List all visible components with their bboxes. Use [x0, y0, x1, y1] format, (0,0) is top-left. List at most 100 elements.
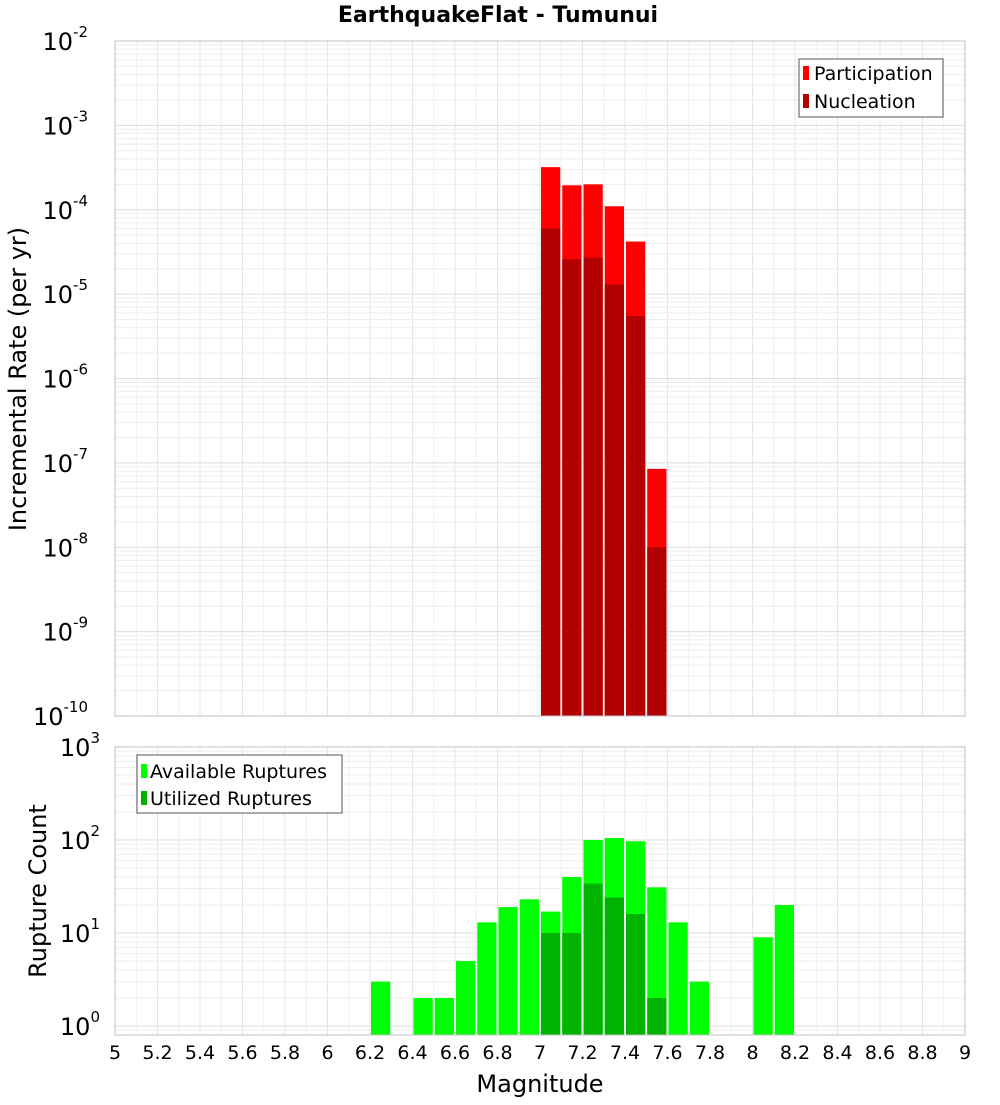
svg-text:102: 102 [60, 822, 100, 855]
bottom-y-axis-label: Rupture Count [24, 804, 52, 978]
bottom-plot-border [114, 746, 966, 1036]
bottom-utilized-ruptures-bar [626, 914, 646, 1035]
bottom-y-tick-label: 100 [60, 1008, 100, 1041]
top-y-tick-base: 10 [42, 28, 73, 56]
top-y-tick-base: 10 [42, 619, 73, 647]
x-tick-label: 6.2 [355, 1042, 385, 1064]
bottom-y-tick-exponent: 0 [90, 1008, 100, 1026]
top-y-tick-exponent: -9 [73, 614, 88, 632]
x-tick-label: 7.2 [567, 1042, 597, 1064]
top-y-tick-label: 10-3 [42, 107, 88, 140]
bottom-utilized-ruptures-bar [562, 932, 582, 1035]
top-legend: Participation Nucleation [798, 58, 944, 118]
x-tick-label: 7.8 [695, 1042, 725, 1064]
bottom-y-tick-label: 101 [60, 915, 100, 948]
svg-text:10-10: 10-10 [33, 698, 88, 731]
x-tick-label: 6.8 [482, 1042, 512, 1064]
top-y-tick-exponent: -4 [73, 192, 88, 210]
top-y-tick-label: 10-7 [42, 445, 88, 478]
x-tick-label: 6.4 [397, 1042, 427, 1064]
bottom-utilized-ruptures-bar [604, 897, 624, 1035]
bottom-available-ruptures-bar [477, 922, 497, 1035]
top-y-tick-label: 10-9 [42, 614, 88, 647]
svg-text:100: 100 [60, 1008, 100, 1041]
bottom-y-tick-label: 103 [60, 729, 100, 762]
svg-text:101: 101 [60, 915, 100, 948]
bottom-available-ruptures-bar [668, 922, 688, 1035]
x-tick-label: 5.6 [227, 1042, 257, 1064]
top-y-tick-base: 10 [42, 281, 73, 309]
bottom-y-tick-base: 10 [60, 920, 91, 948]
top-y-tick-base: 10 [33, 703, 64, 731]
x-tick-label: 5.8 [270, 1042, 300, 1064]
top-y-tick-exponent: -3 [73, 107, 88, 125]
x-tick-label: 7.4 [610, 1042, 640, 1064]
top-y-tick-label: 10-4 [42, 192, 88, 225]
top-y-tick-base: 10 [42, 112, 73, 140]
x-tick-label: 8.8 [907, 1042, 937, 1064]
top-y-tick-base: 10 [42, 197, 73, 225]
top-y-tick-exponent: -10 [64, 698, 89, 716]
svg-text:10-8: 10-8 [42, 529, 88, 562]
top-legend-label: Participation [814, 63, 933, 85]
top-y-tick-label: 10-8 [42, 529, 88, 562]
bottom-available-ruptures-bar [774, 904, 794, 1035]
top-nucleation-bar [583, 257, 603, 716]
top-legend-box [798, 58, 944, 118]
x-axis-label: Magnitude [476, 1070, 603, 1098]
top-nucleation-bar [647, 547, 667, 716]
bottom-legend: Available Ruptures Utilized Ruptures [136, 754, 343, 814]
top-y-tick-base: 10 [42, 366, 73, 394]
bottom-available-ruptures-bar [456, 960, 476, 1035]
x-tick-label: 5 [109, 1042, 121, 1064]
top-y-tick-exponent: -7 [73, 445, 88, 463]
top-nucleation-bar [626, 316, 646, 716]
bottom-legend-box [136, 754, 343, 814]
bottom-y-tick-base: 10 [60, 734, 91, 762]
bottom-legend-label: Utilized Ruptures [150, 788, 312, 810]
bottom-y-tick-base: 10 [60, 1013, 91, 1041]
x-tick-label: 8.2 [780, 1042, 810, 1064]
x-tick-label: 5.4 [185, 1042, 215, 1064]
top-y-tick-exponent: -2 [73, 23, 88, 41]
top-y-tick-label: 10-10 [33, 698, 88, 731]
x-tick-label: 6 [321, 1042, 333, 1064]
x-tick-label: 7.6 [652, 1042, 682, 1064]
bottom-y-tick-exponent: 2 [90, 822, 100, 840]
x-tick-label: 6.6 [440, 1042, 470, 1064]
svg-text:10-6: 10-6 [42, 361, 88, 394]
top-legend-swatch [803, 94, 809, 108]
top-y-tick-label: 10-2 [42, 23, 88, 56]
top-plot-border [114, 40, 966, 717]
bottom-available-ruptures-bar [413, 997, 433, 1035]
top-nucleation-bar [541, 228, 561, 716]
bottom-y-tick-base: 10 [60, 827, 91, 855]
bottom-y-tick-label: 102 [60, 822, 100, 855]
svg-text:10-2: 10-2 [42, 23, 88, 56]
bottom-legend-swatch [141, 764, 147, 778]
x-tick-label: 9 [959, 1042, 971, 1064]
bottom-y-tick-exponent: 1 [90, 915, 100, 933]
bottom-available-ruptures-bar [519, 899, 539, 1035]
x-tick-label: 8.6 [865, 1042, 895, 1064]
bottom-available-ruptures-bar [498, 907, 518, 1035]
bottom-utilized-ruptures-bar [647, 997, 667, 1035]
top-y-tick-exponent: -6 [73, 361, 88, 379]
svg-text:10-9: 10-9 [42, 614, 88, 647]
x-tick-label: 8.4 [822, 1042, 852, 1064]
svg-text:10-4: 10-4 [42, 192, 88, 225]
svg-text:10-5: 10-5 [42, 276, 88, 309]
top-y-tick-base: 10 [42, 450, 73, 478]
top-y-tick-exponent: -5 [73, 276, 88, 294]
x-tick-label: 5.2 [142, 1042, 172, 1064]
bottom-available-ruptures-bar [753, 937, 773, 1035]
svg-text:10-7: 10-7 [42, 445, 88, 478]
x-tick-label: 8 [746, 1042, 758, 1064]
svg-text:10-3: 10-3 [42, 107, 88, 140]
bottom-legend-label: Available Ruptures [150, 761, 327, 783]
chart-title: EarthquakeFlat - Tumunui [338, 3, 658, 28]
bottom-available-ruptures-bar [434, 997, 454, 1035]
top-y-axis-label: Incremental Rate (per yr) [4, 227, 32, 531]
top-legend-label: Nucleation [814, 91, 916, 113]
